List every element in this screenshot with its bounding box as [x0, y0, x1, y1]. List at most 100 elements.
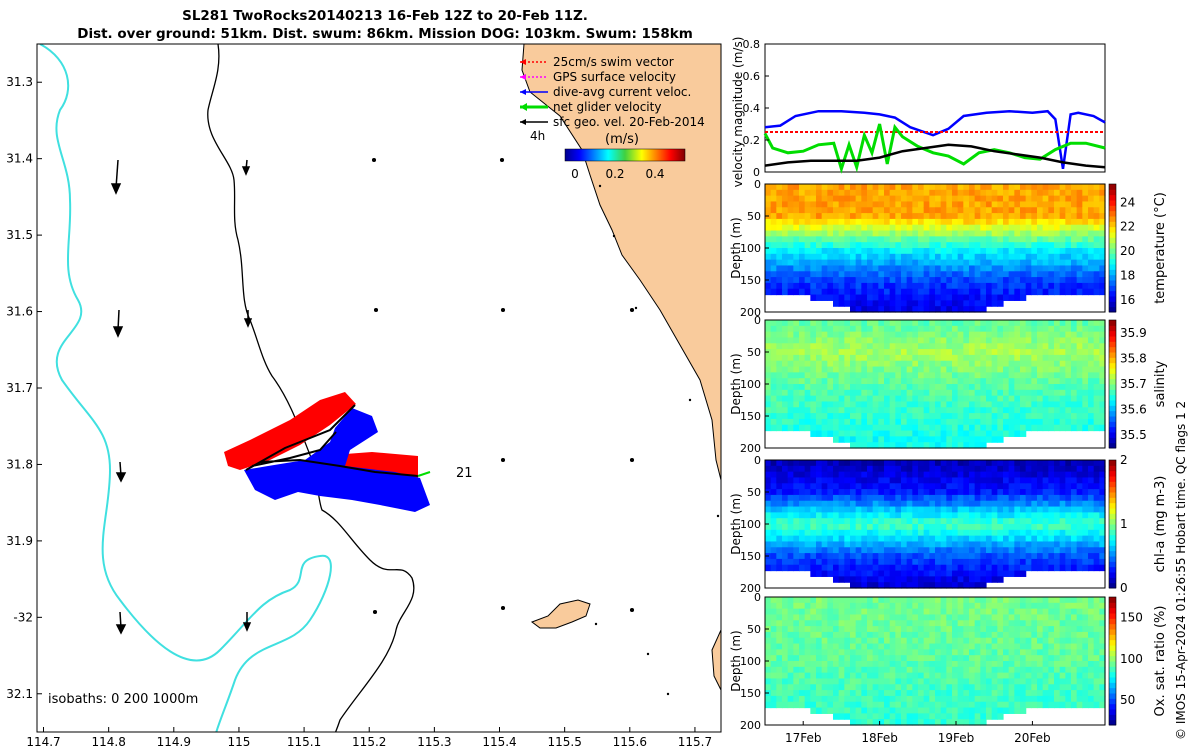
section-cell [969, 626, 976, 633]
section-cell [821, 494, 828, 502]
section-cell [878, 719, 885, 726]
section-cell [844, 597, 851, 604]
section-cell [1042, 378, 1049, 385]
section-cell [901, 582, 908, 589]
section-cell [1048, 366, 1055, 373]
section-cell [1071, 366, 1078, 373]
section-cell [957, 218, 964, 226]
section-cell [963, 597, 970, 604]
section-cell [1088, 271, 1095, 278]
section-cell [935, 306, 942, 313]
section-cell [827, 224, 834, 232]
section-cell [1054, 460, 1061, 467]
section-cell [1048, 413, 1055, 420]
section-cell [895, 213, 902, 220]
section-cell [850, 524, 857, 531]
section-cell [889, 442, 896, 449]
section-colorbar-step [1109, 513, 1116, 520]
section-cell [827, 354, 834, 362]
section-cell [855, 582, 862, 589]
section-cell [793, 282, 800, 290]
section-cell [787, 349, 794, 356]
section-cell [1008, 626, 1015, 633]
section-cell [906, 524, 913, 531]
section-cell [935, 506, 942, 513]
section-ytick-label: 100 [740, 242, 761, 255]
section-cell [861, 626, 868, 633]
section-cell [1014, 655, 1021, 662]
section-cell [929, 401, 936, 408]
section-cell [855, 248, 862, 255]
section-cell [861, 184, 868, 191]
section-cell [957, 524, 964, 531]
section-cell [1054, 643, 1061, 650]
section-cell [1042, 512, 1049, 519]
section-cell [833, 564, 840, 572]
map-xtick-label: 115.7 [678, 735, 712, 749]
section-cell [1054, 230, 1061, 237]
section-cell [770, 597, 777, 604]
section-cell [799, 541, 806, 548]
section-cell [787, 661, 794, 668]
section-cell [827, 471, 834, 479]
section-cell [816, 666, 823, 674]
section-cell [997, 631, 1004, 639]
section-cell [901, 384, 908, 391]
section-cell [963, 512, 970, 519]
section-cell [1054, 684, 1061, 691]
section-cell [935, 620, 942, 627]
section-cell [878, 325, 885, 333]
section-cell [1008, 494, 1015, 502]
section-cell [1071, 331, 1078, 339]
section-cell [861, 471, 868, 479]
section-cell [816, 288, 823, 296]
section-cell [1003, 506, 1010, 513]
section-cell [799, 207, 806, 214]
section-cell [776, 535, 783, 543]
section-cell [1082, 512, 1089, 519]
section-cell [827, 529, 834, 537]
section-cell [946, 207, 953, 214]
section-cell [1003, 230, 1010, 237]
section-cell [997, 489, 1004, 496]
section-cell [765, 643, 772, 650]
section-cell [918, 614, 925, 621]
section-cell [1037, 418, 1044, 426]
section-cell [867, 201, 874, 208]
section-cell [1082, 483, 1089, 490]
section-cell [810, 325, 817, 333]
section-colorbar-step [1109, 352, 1116, 358]
section-cell [1082, 207, 1089, 214]
section-cell [940, 195, 947, 203]
section-cell [810, 224, 817, 232]
section-cell [952, 300, 959, 307]
section-cell [770, 418, 777, 426]
section-cell [878, 597, 885, 604]
section-cell [833, 418, 840, 426]
section-cell [1099, 242, 1106, 249]
section-cell [799, 389, 806, 397]
section-cell [844, 690, 851, 697]
section-cell [827, 378, 834, 385]
section-cell [872, 678, 879, 685]
section-cell [918, 684, 925, 691]
section-cell [827, 236, 834, 243]
section-cell [804, 184, 811, 191]
section-cell [1082, 477, 1089, 484]
section-cell [1099, 271, 1106, 278]
section-cell [1020, 678, 1027, 685]
section-cell [1008, 418, 1015, 426]
section-cell [991, 253, 998, 261]
section-cell [895, 442, 902, 449]
section-cell [833, 620, 840, 627]
section-cell [957, 259, 964, 267]
section-cell [765, 337, 772, 344]
section-cell [787, 471, 794, 479]
section-cell [1088, 265, 1095, 272]
section-cell [957, 413, 964, 420]
section-cell [1042, 224, 1049, 232]
section-cell [946, 684, 953, 691]
section-cell [838, 558, 845, 566]
section-cell [1003, 366, 1010, 373]
section-cell [782, 489, 789, 496]
